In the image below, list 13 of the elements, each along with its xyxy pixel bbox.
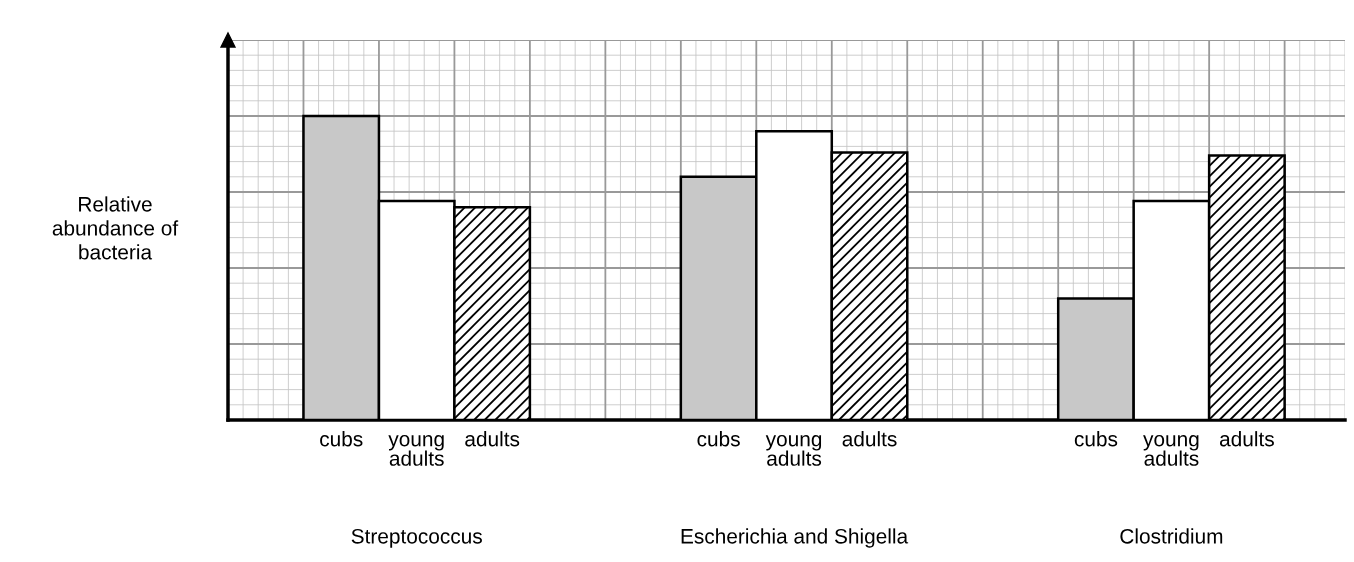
series-label: young adults <box>388 435 444 466</box>
series-label: cubs <box>320 431 363 447</box>
text: cubs <box>1074 431 1118 447</box>
text: cubs <box>697 431 740 447</box>
y-axis-title: Relative abundance of bacteria <box>52 196 179 260</box>
text: young adults <box>765 435 822 466</box>
x-tick-label: Streptococcus <box>351 528 482 548</box>
text: adults <box>842 431 897 447</box>
text: adults <box>1219 431 1274 447</box>
x-tick-label: Escherichia and Shigella <box>681 528 909 548</box>
x-tick-label: Clostridium <box>1120 528 1223 544</box>
text: young adults <box>1143 435 1199 466</box>
legend-label: adults <box>465 431 520 447</box>
